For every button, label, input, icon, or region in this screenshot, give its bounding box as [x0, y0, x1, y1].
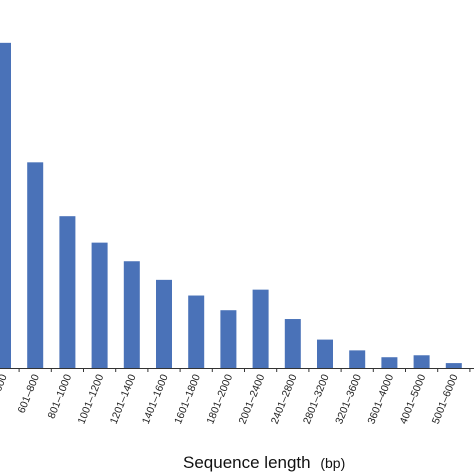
- bar-11: [349, 350, 366, 368]
- bar-9: [284, 319, 301, 368]
- x-tick-label-1: 601–800: [16, 372, 42, 415]
- bars-group: [0, 42, 462, 368]
- bar-10: [317, 339, 333, 368]
- bar-14: [445, 363, 462, 368]
- x-tick-label-2: 801–1000: [46, 372, 75, 420]
- x-tick-label-10: 2801–3200: [301, 372, 332, 425]
- x-axis-title-text: Sequence length: [183, 453, 311, 472]
- bar-3: [91, 242, 108, 368]
- bar-8: [252, 289, 269, 368]
- bar-1: [27, 162, 44, 368]
- x-tick-label-7: 1801–2000: [204, 372, 235, 425]
- x-axis-title-unit: (bp): [320, 455, 345, 471]
- x-tick-label-12: 3601–4000: [365, 372, 396, 425]
- x-axis-title: Sequence length (bp): [183, 453, 345, 472]
- bar-5: [156, 279, 172, 368]
- bar-4: [123, 261, 140, 368]
- bar-7: [220, 310, 237, 368]
- x-tick-label-13: 4001–5000: [398, 372, 429, 425]
- bar-0: [0, 42, 11, 368]
- x-tick-label-8: 2001–2400: [237, 372, 268, 425]
- x-tick-label-4: 1201–1400: [108, 372, 139, 425]
- x-tick-label-3: 1001–1200: [76, 372, 107, 425]
- x-ticks-group: [18, 368, 471, 372]
- x-tick-label-11: 3201–3600: [333, 372, 364, 425]
- bar-2: [59, 216, 76, 368]
- bar-6: [188, 295, 205, 368]
- x-tick-label-14: 5001–6000: [430, 372, 461, 425]
- bar-12: [381, 357, 398, 368]
- x-tick-label-6: 1601–1800: [172, 372, 203, 425]
- x-tick-labels-group: 600 601–800 801–1000 1001–1200 1201–1400 1401…: [0, 372, 461, 425]
- x-tick-label-0: 600: [0, 372, 10, 393]
- x-tick-label-9: 2401–2800: [269, 372, 300, 425]
- bar-13: [413, 355, 430, 368]
- x-tick-label-5: 1401–1600: [140, 372, 171, 425]
